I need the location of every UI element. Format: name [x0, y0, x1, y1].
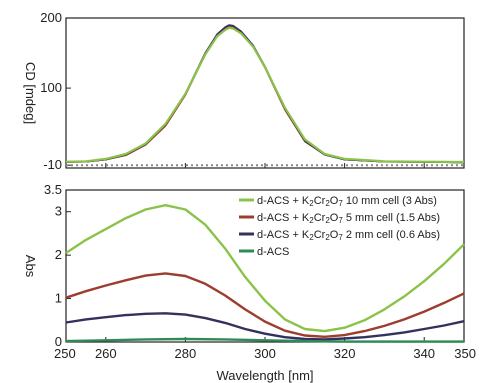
- abs-y-tick-label: 1: [55, 291, 62, 306]
- x-tick-label: 250: [54, 346, 76, 361]
- legend-label: d-ACS + K2Cr2O7 2 mm cell (0.6 Abs): [257, 229, 440, 242]
- cd-plot-frame: [65, 17, 465, 169]
- abs-y-tick-label: 3.5: [44, 182, 62, 197]
- abs-series-line: [65, 312, 465, 341]
- abs-y-tick-label: 3: [55, 204, 62, 219]
- x-tick-label: 300: [254, 346, 276, 361]
- legend-label: d-ACS: [257, 246, 289, 258]
- abs-y-axis-title: Abs: [23, 255, 38, 278]
- abs-panel: Abs Wavelength [nm] 0 1 2 3 3.5 250 260 280 300 3…: [23, 182, 476, 383]
- abs-series-line: [65, 337, 464, 343]
- abs-y-tick-label: 2: [55, 247, 62, 262]
- x-tick-label: 280: [175, 346, 197, 361]
- cd-series-line: [65, 25, 465, 164]
- abs-series-line: [65, 272, 465, 338]
- legend: d-ACS + K2Cr2O7 10 mm cell (3 Abs) d-ACS …: [239, 195, 440, 258]
- cd-series-line: [65, 24, 465, 164]
- cd-series-line: [65, 26, 465, 164]
- abs-y-tick-label: 0: [55, 334, 62, 349]
- x-axis-title: Wavelength [nm]: [216, 368, 313, 383]
- abs-series-line: [65, 204, 465, 333]
- legend-label: d-ACS + K2Cr2O7 5 mm cell (1.5 Abs): [257, 212, 440, 225]
- cd-panel: CD [mdeg] -10 100 200: [23, 10, 465, 172]
- x-tick-label: 350: [454, 346, 476, 361]
- cd-y-tick-label: -10: [43, 157, 62, 172]
- cd-series-line: [65, 24, 465, 164]
- x-tick-label: 320: [334, 346, 356, 361]
- x-tick-label: 260: [95, 346, 117, 361]
- cd-y-tick-label: 200: [40, 10, 62, 25]
- x-tick-label: 340: [413, 346, 435, 361]
- cd-y-axis-title: CD [mdeg]: [23, 62, 38, 124]
- legend-label: d-ACS + K2Cr2O7 10 mm cell (3 Abs): [257, 195, 437, 208]
- cd-y-tick-label: 100: [40, 80, 62, 95]
